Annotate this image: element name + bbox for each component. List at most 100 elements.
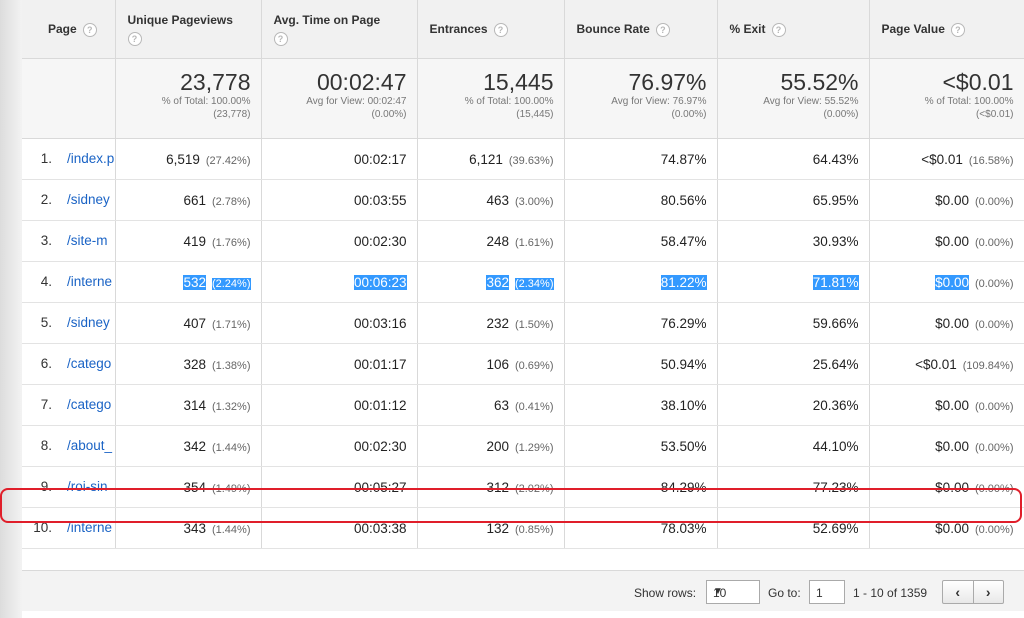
entrances-cell: 106 (0.69%) (417, 343, 565, 385)
total-entrances: 15,445% of Total: 100.00% (15,445) (417, 58, 565, 139)
cell-value: 59.66% (812, 315, 859, 331)
row-index: 8. (40, 437, 52, 453)
cell-value: 342 (183, 438, 206, 454)
cell-value: 106 (486, 356, 509, 372)
cell-value: 232 (486, 315, 509, 331)
cell-percent: (1.29%) (514, 441, 554, 454)
prev-page-button[interactable]: ‹ (943, 581, 974, 603)
cell-value: 00:02:30 (353, 438, 407, 454)
cell-value: $0.00 (935, 397, 969, 413)
exit-cell: 59.66% (717, 302, 870, 344)
row-index: 3. (40, 232, 52, 248)
page-value-cell: $0.00 (0.00%) (869, 220, 1024, 262)
cell-percent: (0.00%) (974, 236, 1014, 249)
help-icon[interactable]: ? (655, 22, 670, 37)
avg-time-cell: 00:01:12 (261, 384, 418, 426)
help-icon[interactable]: ? (273, 31, 288, 46)
row-index: 10. (33, 519, 52, 535)
pagination-range: 1 - 10 of 1359 (853, 586, 928, 600)
cell-value: 76.29% (660, 315, 707, 331)
cell-value: 314 (183, 397, 206, 413)
total-avg-time: 00:02:47 Avg for View: 00:02:47 (0.00%) (261, 58, 418, 139)
bounce-rate-cell: 74.87% (564, 138, 718, 180)
cell-percent: (0.00%) (974, 318, 1014, 331)
col-header-label: Entrances (429, 22, 488, 36)
col-header-avg-time[interactable]: Avg. Time on Page? (261, 0, 418, 59)
cell-value: 00:01:17 (353, 356, 407, 372)
page-value-cell: $0.00 (0.00%) (869, 261, 1024, 303)
total-subtext: Avg for View: 00:02:47 (306, 96, 407, 107)
cell-value: 00:05:27 (353, 479, 407, 495)
unique-pageviews-cell: 343 (1.44%) (115, 507, 262, 549)
exit-cell: 65.95% (717, 179, 870, 221)
cell-percent: (0.41%) (514, 400, 554, 413)
entrances-cell: 362 (2.34%) (417, 261, 565, 303)
unique-pageviews-cell: 407 (1.71%) (115, 302, 262, 344)
cell-value: $0.00 (935, 520, 969, 536)
cell-value: 661 (183, 192, 206, 208)
cell-value: 362 (486, 274, 509, 290)
cell-value: 78.03% (660, 520, 707, 536)
page-cell: 7. /catego (22, 384, 116, 426)
exit-cell: 77.23% (717, 466, 870, 508)
help-icon[interactable]: ? (127, 31, 142, 46)
page-link[interactable]: /site-m (67, 233, 108, 248)
avg-time-cell: 00:03:55 (261, 179, 418, 221)
exit-cell: 44.10% (717, 425, 870, 467)
cell-value: 419 (183, 233, 206, 249)
col-header-label: Avg. Time on Page (273, 13, 381, 27)
help-icon[interactable]: ? (950, 22, 965, 37)
cell-value: 248 (486, 233, 509, 249)
cell-percent: (1.32%) (211, 400, 251, 413)
page-cell: 10. /interne (22, 507, 116, 549)
cell-percent: (0.00%) (974, 277, 1014, 290)
cell-value: 52.69% (812, 520, 859, 536)
help-icon[interactable]: ? (82, 22, 97, 37)
col-header-page-value[interactable]: Page Value? (869, 0, 1024, 59)
col-header-unique-pageviews[interactable]: Unique Pageviews? (115, 0, 262, 59)
page-value-cell: $0.00 (0.00%) (869, 507, 1024, 549)
entrances-cell: 232 (1.50%) (417, 302, 565, 344)
total-subtext: (0.00%) (823, 109, 859, 120)
exit-cell: 71.81% (717, 261, 870, 303)
page-link[interactable]: /interne (67, 520, 113, 535)
page-value-cell: $0.00 (0.00%) (869, 179, 1024, 221)
page-cell: 4. /interne (22, 261, 116, 303)
show-rows-value: 10 (713, 586, 727, 600)
cell-percent: (2.78%) (211, 195, 251, 208)
page-link[interactable]: /catego (67, 397, 112, 412)
col-header-page[interactable]: Page? (22, 0, 116, 59)
page-link[interactable]: /index.p (67, 151, 114, 166)
cell-value: 77.23% (812, 479, 859, 495)
help-icon[interactable]: ? (771, 22, 786, 37)
cell-percent: (0.85%) (514, 523, 554, 536)
page-link[interactable]: /about_ (67, 438, 113, 453)
dropdown-arrow-icon: ▼ (713, 586, 723, 597)
cell-value: 00:06:23 (353, 274, 407, 290)
left-edge-shadow (0, 0, 22, 618)
total-subtext: % of Total: 100.00% (161, 96, 251, 107)
col-header-bounce-rate[interactable]: Bounce Rate? (564, 0, 718, 59)
table-row: 7. /catego 314 (1.32%) 00:01:12 63 (0.41%) 38.1… (22, 384, 1024, 426)
page-link[interactable]: /roi-sin (67, 479, 108, 494)
bounce-rate-cell: 50.94% (564, 343, 718, 385)
page-link[interactable]: /sidney eijing-n (67, 192, 114, 207)
page-cell: 6. /catego (22, 343, 116, 385)
page-link[interactable]: /interne (67, 274, 113, 289)
page-link[interactable]: /catego (67, 356, 112, 371)
col-header-entrances[interactable]: Entrances? (417, 0, 565, 59)
goto-input[interactable]: 1 (809, 580, 845, 604)
cell-value: 00:02:17 (353, 151, 407, 167)
page-link[interactable]: /sidney eijing-ju (67, 315, 114, 330)
help-icon[interactable]: ? (493, 22, 508, 37)
avg-time-cell: 00:03:38 (261, 507, 418, 549)
col-header-exit[interactable]: % Exit? (717, 0, 870, 59)
table-row: 8. /about_ 342 (1.44%) 00:02:30 200 (1.29%) 53.… (22, 425, 1024, 467)
row-index: 6. (40, 355, 52, 371)
cell-percent: (1.71%) (211, 318, 251, 331)
cell-percent: (0.00%) (974, 195, 1014, 208)
next-page-button[interactable]: › (985, 584, 991, 600)
page-value-cell: $0.00 (0.00%) (869, 466, 1024, 508)
show-rows-select[interactable]: 10 ▼ (706, 580, 760, 604)
cell-value: 74.87% (660, 151, 707, 167)
